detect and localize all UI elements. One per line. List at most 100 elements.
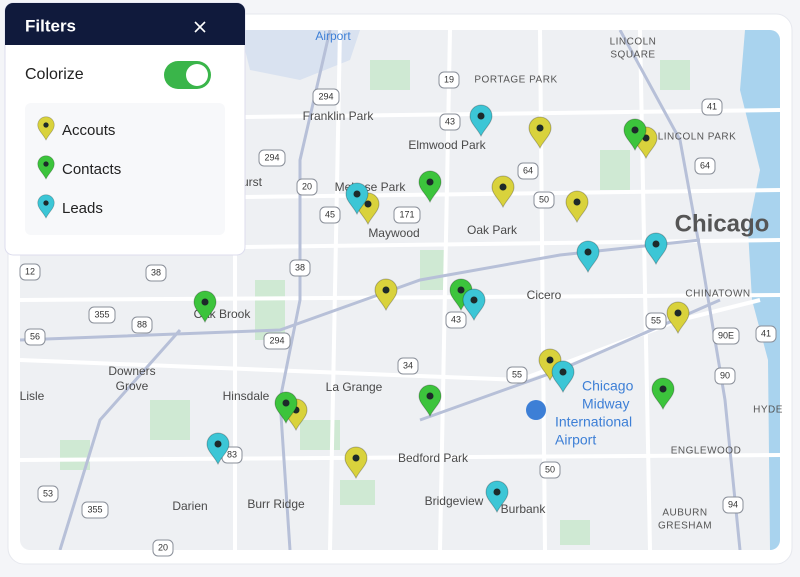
map-pin[interactable] (274, 391, 298, 425)
route-shield (88, 306, 116, 324)
pin-dot (470, 296, 478, 304)
map-pin[interactable] (491, 175, 515, 209)
pin-body (37, 116, 55, 141)
pin-dot (674, 309, 682, 317)
place-label: Chicago (675, 210, 770, 237)
map-pin[interactable] (565, 190, 589, 224)
place-label: urst (242, 175, 263, 189)
map-pin[interactable] (528, 116, 552, 150)
neighborhood-label: LINCOLN (610, 37, 657, 48)
pin-body (37, 194, 55, 219)
neighborhood-label: LINCOLN PARK (658, 132, 737, 143)
route-label: 55 (512, 369, 522, 379)
filter-panel: Filters Colorize Accouts Contacts Leads (4, 2, 246, 256)
pin-dot (43, 161, 49, 167)
map-pin[interactable] (418, 170, 442, 204)
map-pin[interactable] (644, 232, 668, 266)
route-shield (393, 206, 421, 224)
legend-pin (37, 116, 55, 141)
route-label: 171 (399, 209, 414, 219)
map-pin[interactable] (485, 480, 509, 514)
map-pin[interactable] (418, 384, 442, 418)
pin-body (418, 384, 442, 418)
route-label: 34 (403, 360, 413, 370)
place-label: Franklin Park (303, 109, 375, 123)
pin-body (491, 175, 515, 209)
place-label: Melrose Park (335, 180, 407, 194)
map-pin[interactable] (576, 240, 600, 274)
pin-body (469, 104, 493, 138)
map-pin[interactable] (623, 118, 647, 152)
close-button[interactable] (194, 21, 206, 33)
pin-dot (214, 440, 222, 448)
place-label: Burr Ridge (247, 497, 305, 511)
pin-dot (652, 240, 660, 248)
pin-dot (282, 399, 290, 407)
map-pin[interactable] (469, 104, 493, 138)
route-label: 90E (718, 330, 734, 340)
route-label: 90 (720, 370, 730, 380)
colorize-toggle[interactable] (164, 61, 211, 89)
neighborhood-label: SQUARE (610, 50, 655, 61)
map-pin[interactable] (374, 278, 398, 312)
pin-dot (477, 112, 485, 120)
legend-label: Contacts (62, 161, 121, 178)
neighborhood-label: ENGLEWOOD (671, 446, 742, 457)
place-label: Grove (116, 379, 149, 393)
pin-body (551, 360, 575, 394)
route-label: 20 (158, 542, 168, 552)
route-shield (263, 332, 291, 350)
route-shield (506, 366, 528, 384)
neighborhood-label: CHINATOWN (685, 289, 750, 300)
map-pin[interactable] (345, 182, 369, 216)
pin-body (644, 232, 668, 266)
pin-body (37, 155, 55, 180)
route-shield (296, 178, 318, 196)
pin-dot (546, 356, 554, 364)
pin-dot (364, 200, 372, 208)
route-shield (37, 485, 59, 503)
pin-dot (573, 198, 581, 206)
pin-dot (493, 488, 501, 496)
place-label: Lisle (20, 389, 45, 403)
route-shield (438, 71, 460, 89)
pin-dot (426, 178, 434, 186)
route-shield (258, 149, 286, 167)
route-label: 294 (269, 335, 284, 345)
pin-dot (43, 122, 49, 128)
route-shield (19, 263, 41, 281)
pin-dot (43, 200, 49, 206)
place-label: La Grange (326, 380, 383, 394)
map-pin[interactable] (193, 290, 217, 324)
pin-dot (631, 126, 639, 134)
pin-body (374, 278, 398, 312)
neighborhood-label: AUBURN (662, 508, 707, 519)
place-label: Darien (172, 499, 207, 513)
pin-dot (659, 385, 667, 393)
legend-item (37, 194, 55, 219)
route-label: 55 (651, 315, 661, 325)
route-label: 56 (30, 331, 40, 341)
route-shield (714, 367, 736, 385)
route-label: 83 (227, 449, 237, 459)
map-pin[interactable] (344, 446, 368, 480)
route-label: 38 (151, 267, 161, 277)
map-pin[interactable] (666, 301, 690, 335)
map-pin[interactable] (206, 432, 230, 466)
map-pin[interactable] (551, 360, 575, 394)
route-shield (701, 98, 723, 116)
route-label: 38 (295, 262, 305, 272)
route-label: 41 (707, 101, 717, 111)
map-pin[interactable] (462, 288, 486, 322)
airport-label: International (555, 414, 632, 430)
pin-body (528, 116, 552, 150)
route-label: 20 (302, 181, 312, 191)
place-label: Hinsdale (223, 389, 270, 403)
airport-label: Midway (582, 396, 629, 412)
route-shield (645, 312, 667, 330)
pin-body (565, 190, 589, 224)
legend-item (37, 116, 55, 141)
highways (20, 30, 742, 550)
map-pin[interactable] (651, 377, 675, 411)
lake (740, 30, 780, 550)
